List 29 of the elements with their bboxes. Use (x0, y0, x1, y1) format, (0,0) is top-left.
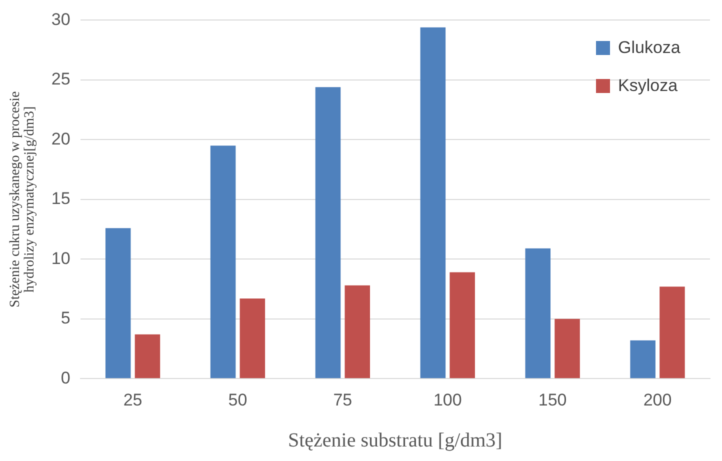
y-tick-label: 5 (60, 308, 70, 328)
bar (240, 298, 266, 378)
bar (630, 340, 656, 378)
bar (660, 286, 685, 378)
x-tick-label: 150 (538, 390, 567, 410)
bar (134, 334, 160, 378)
legend-label: Ksyloza (618, 76, 678, 96)
bar (450, 272, 475, 378)
x-tick-label: 25 (123, 390, 142, 410)
y-axis-title: Stężenie cukru uzyskanego w procesie hydrolizy enzymatycznej[g/dm3] (8, 91, 38, 308)
bar (210, 146, 236, 378)
y-tick-label: 0 (60, 368, 70, 388)
x-tick-label: 200 (643, 390, 672, 410)
bar (344, 285, 370, 378)
y-tick-label: 20 (51, 129, 70, 148)
legend-label: Glukoza (618, 38, 680, 58)
x-axis-title: Stężenie substratu [g/dm3] (288, 429, 502, 452)
x-tick-label: 75 (333, 390, 352, 410)
bar (105, 228, 131, 378)
bar (315, 87, 341, 378)
y-tick-label: 15 (51, 189, 70, 208)
bar (554, 318, 580, 378)
y-tick-label: 30 (51, 10, 70, 29)
y-tick-label: 10 (51, 248, 70, 268)
y-tick-label: 25 (51, 70, 70, 89)
bar (420, 27, 446, 378)
x-tick-label: 50 (228, 390, 248, 410)
bar (525, 248, 551, 378)
x-tick-label: 100 (433, 390, 462, 410)
